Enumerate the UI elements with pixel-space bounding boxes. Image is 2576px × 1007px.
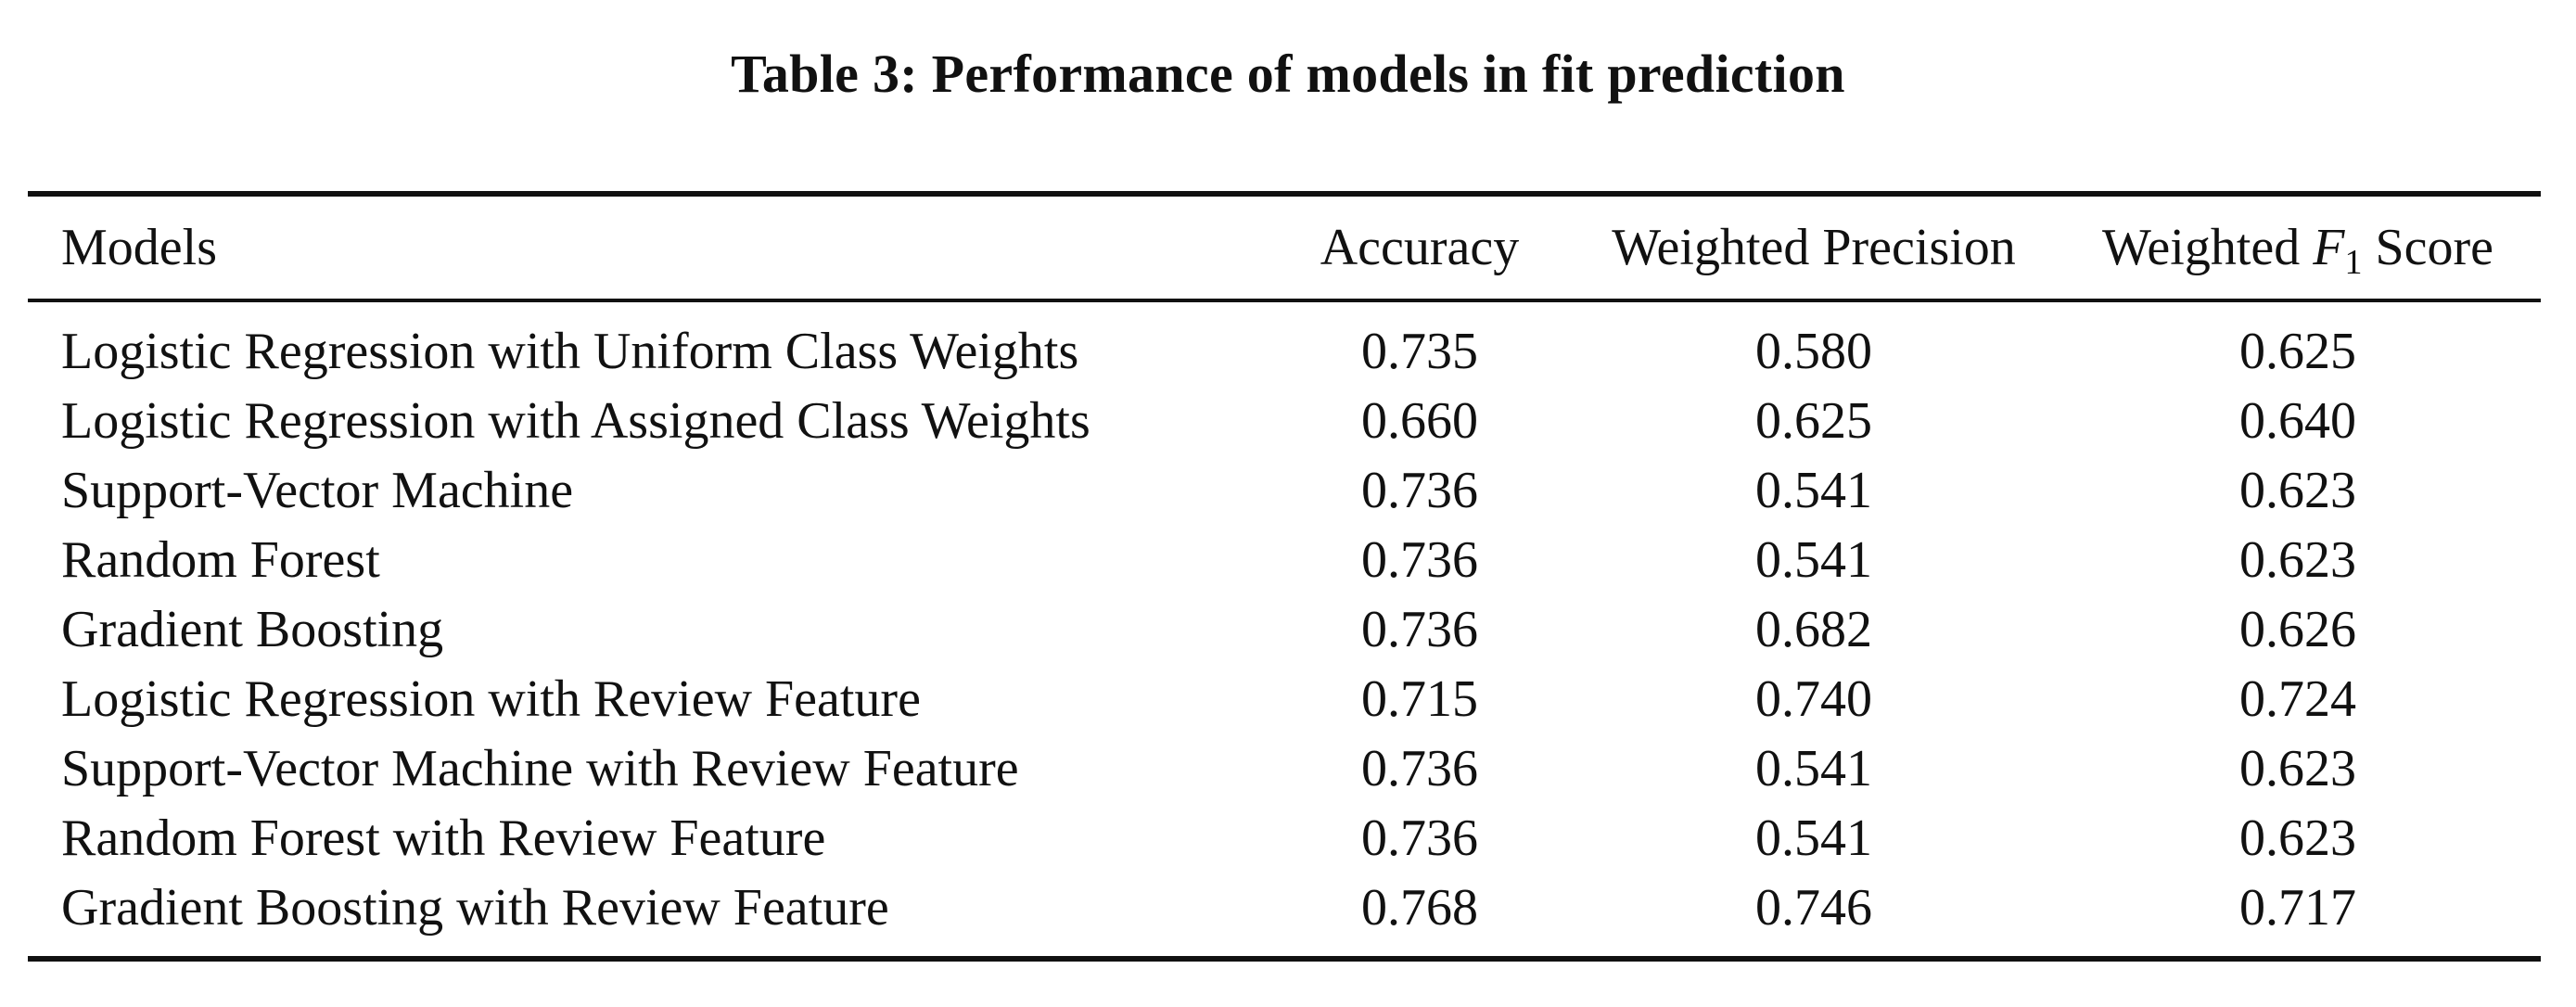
f1-cell: 0.623: [2239, 531, 2356, 589]
table-row: Random Forest 0.736 0.541 0.623: [28, 526, 2541, 595]
model-name-cell: Support-Vector Machine: [61, 462, 574, 519]
table-row: Gradient Boosting 0.736 0.682 0.626: [28, 595, 2541, 665]
model-name-cell: Support-Vector Machine with Review Featu…: [61, 740, 1019, 797]
f1-cell: 0.623: [2239, 740, 2356, 797]
precision-cell: 0.541: [1755, 809, 1872, 867]
results-table-container: Models Accuracy Weighted Precision Weigh…: [28, 191, 2541, 962]
header-weighted-f1-score: Weighted F1 Score: [2055, 194, 2541, 300]
header-weighted-precision: Weighted Precision: [1612, 219, 2016, 276]
model-name-cell: Gradient Boosting with Review Feature: [61, 879, 889, 937]
model-name-cell: Gradient Boosting: [61, 601, 444, 658]
table-row: Support-Vector Machine 0.736 0.541 0.623: [28, 456, 2541, 526]
f1-cell: 0.623: [2239, 809, 2356, 867]
precision-cell: 0.746: [1755, 879, 1872, 937]
accuracy-cell: 0.768: [1361, 879, 1478, 937]
model-name-cell: Logistic Regression with Assigned Class …: [61, 392, 1090, 450]
table-row: Support-Vector Machine with Review Featu…: [28, 734, 2541, 804]
precision-cell: 0.541: [1755, 531, 1872, 589]
accuracy-cell: 0.736: [1361, 809, 1478, 867]
results-table: Models Accuracy Weighted Precision Weigh…: [28, 191, 2541, 962]
accuracy-cell: 0.715: [1361, 670, 1478, 728]
header-accuracy: Accuracy: [1320, 219, 1520, 276]
accuracy-cell: 0.736: [1361, 462, 1478, 519]
table-caption: Table 3: Performance of models in fit pr…: [731, 44, 1845, 104]
precision-cell: 0.541: [1755, 740, 1872, 797]
table-row: Random Forest with Review Feature 0.736 …: [28, 804, 2541, 873]
f1-cell: 0.625: [2239, 323, 2356, 380]
table-row: Logistic Regression with Uniform Class W…: [28, 300, 2541, 387]
header-f1-variable: F: [2313, 219, 2345, 276]
accuracy-cell: 0.660: [1361, 392, 1478, 450]
precision-cell: 0.740: [1755, 670, 1872, 728]
f1-cell: 0.717: [2239, 879, 2356, 937]
model-name-cell: Logistic Regression with Review Feature: [61, 670, 921, 728]
header-f1-suffix: Score: [2375, 219, 2493, 276]
accuracy-cell: 0.736: [1361, 740, 1478, 797]
accuracy-cell: 0.736: [1361, 601, 1478, 658]
precision-cell: 0.682: [1755, 601, 1872, 658]
f1-cell: 0.640: [2239, 392, 2356, 450]
header-f1-subscript: 1: [2344, 243, 2363, 282]
accuracy-cell: 0.736: [1361, 531, 1478, 589]
f1-cell: 0.724: [2239, 670, 2356, 728]
precision-cell: 0.541: [1755, 462, 1872, 519]
header-models: Models: [61, 219, 217, 276]
accuracy-cell: 0.735: [1361, 323, 1478, 380]
table-row: Gradient Boosting with Review Feature 0.…: [28, 873, 2541, 959]
header-f1-prefix: Weighted: [2102, 219, 2301, 276]
model-name-cell: Random Forest with Review Feature: [61, 809, 826, 867]
table-header-row: Models Accuracy Weighted Precision Weigh…: [28, 194, 2541, 300]
f1-cell: 0.623: [2239, 462, 2356, 519]
table-row: Logistic Regression with Assigned Class …: [28, 387, 2541, 456]
precision-cell: 0.580: [1755, 323, 1872, 380]
model-name-cell: Random Forest: [61, 531, 380, 589]
model-name-cell: Logistic Regression with Uniform Class W…: [61, 323, 1079, 380]
table-row: Logistic Regression with Review Feature …: [28, 665, 2541, 734]
precision-cell: 0.625: [1755, 392, 1872, 450]
f1-cell: 0.626: [2239, 601, 2356, 658]
